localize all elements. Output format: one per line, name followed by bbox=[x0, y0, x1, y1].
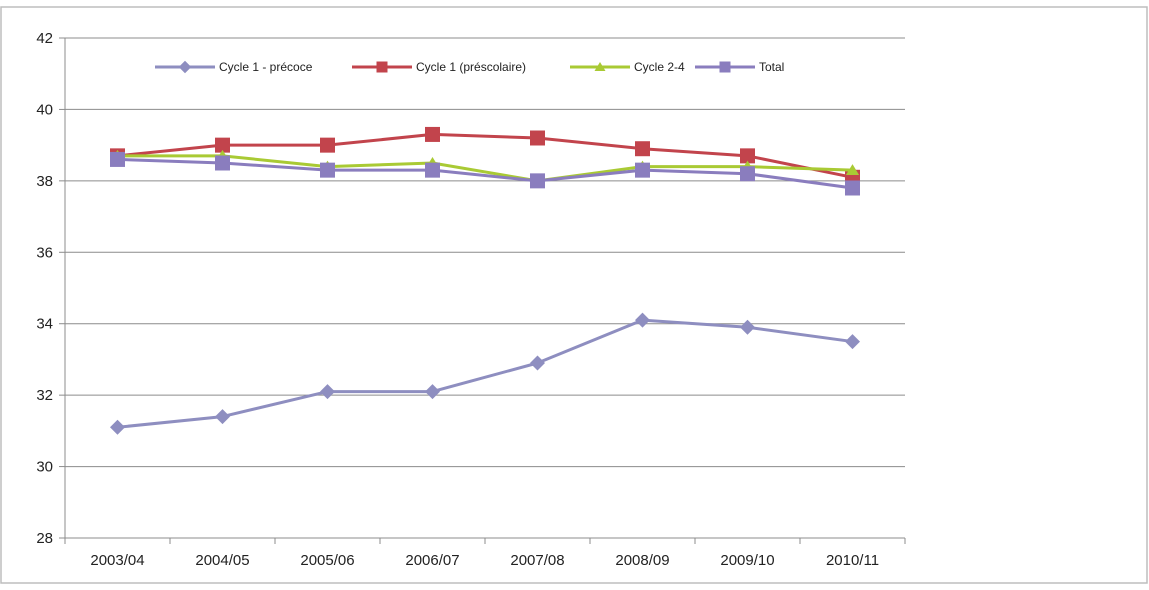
data-point bbox=[635, 312, 650, 328]
data-point bbox=[425, 384, 440, 400]
legend-label: Total bbox=[759, 60, 784, 74]
series-line bbox=[117, 132, 853, 179]
data-point bbox=[320, 384, 335, 400]
data-point bbox=[320, 162, 335, 178]
data-point bbox=[635, 141, 650, 157]
data-point bbox=[320, 137, 335, 153]
y-tick-label: 28 bbox=[36, 530, 53, 547]
x-tick-label: 2009/10 bbox=[720, 552, 774, 569]
data-point bbox=[740, 319, 755, 335]
y-tick-label: 36 bbox=[36, 244, 53, 261]
x-tick-label: 2003/04 bbox=[90, 552, 144, 569]
legend-item-2: Cycle 2-4 bbox=[570, 60, 685, 74]
data-point bbox=[530, 173, 545, 189]
x-tick-label: 2010/11 bbox=[826, 552, 879, 569]
legend-swatch-marker bbox=[178, 60, 192, 74]
y-tick-label: 30 bbox=[36, 459, 53, 476]
data-point bbox=[740, 166, 755, 182]
legend: Cycle 1 - précoce Cycle 1 (préscolaire) Cy… bbox=[155, 60, 784, 74]
legend-swatch-marker bbox=[376, 61, 388, 73]
data-point bbox=[215, 155, 230, 171]
series-0 bbox=[110, 312, 860, 435]
legend-swatch-marker bbox=[719, 61, 731, 73]
x-tick-label: 2005/06 bbox=[300, 552, 354, 569]
series-group bbox=[110, 126, 860, 435]
data-point bbox=[425, 162, 440, 178]
legend-label: Cycle 1 - précoce bbox=[219, 60, 313, 74]
data-point bbox=[215, 409, 230, 425]
x-tick-label: 2004/05 bbox=[195, 552, 249, 569]
legend-item-1: Cycle 1 (préscolaire) bbox=[352, 60, 526, 74]
legend-swatch-marker bbox=[594, 62, 606, 71]
series-line bbox=[117, 318, 853, 429]
y-tick-label: 34 bbox=[36, 316, 53, 333]
gridlines bbox=[65, 37, 905, 539]
y-tick-label: 32 bbox=[36, 387, 53, 404]
legend-label: Cycle 2-4 bbox=[634, 60, 685, 74]
series-3 bbox=[110, 151, 860, 196]
x-tick-label: 2006/07 bbox=[405, 552, 459, 569]
data-point bbox=[845, 180, 860, 196]
series-line bbox=[117, 154, 853, 183]
data-point bbox=[635, 162, 650, 178]
y-tick-label: 42 bbox=[36, 30, 53, 47]
axes: 28 30 32 34 36 38 40 42 2003/04 2004/05 2005/06 200… bbox=[36, 30, 906, 569]
x-tick-label: 2007/08 bbox=[510, 552, 564, 569]
data-point bbox=[530, 355, 545, 371]
y-tick-label: 40 bbox=[36, 101, 53, 118]
legend-item-3: Total bbox=[695, 60, 784, 74]
data-point bbox=[530, 130, 545, 146]
chart-frame bbox=[0, 6, 1148, 584]
data-point bbox=[425, 126, 440, 142]
data-point bbox=[845, 334, 860, 350]
y-tick-label: 38 bbox=[36, 173, 53, 190]
legend-label: Cycle 1 (préscolaire) bbox=[416, 60, 526, 74]
data-point bbox=[110, 419, 125, 435]
series-line bbox=[117, 157, 853, 190]
x-tick-label: 2008/09 bbox=[615, 552, 669, 569]
legend-item-0: Cycle 1 - précoce bbox=[155, 60, 313, 74]
data-point bbox=[845, 164, 860, 175]
data-point bbox=[110, 151, 125, 167]
